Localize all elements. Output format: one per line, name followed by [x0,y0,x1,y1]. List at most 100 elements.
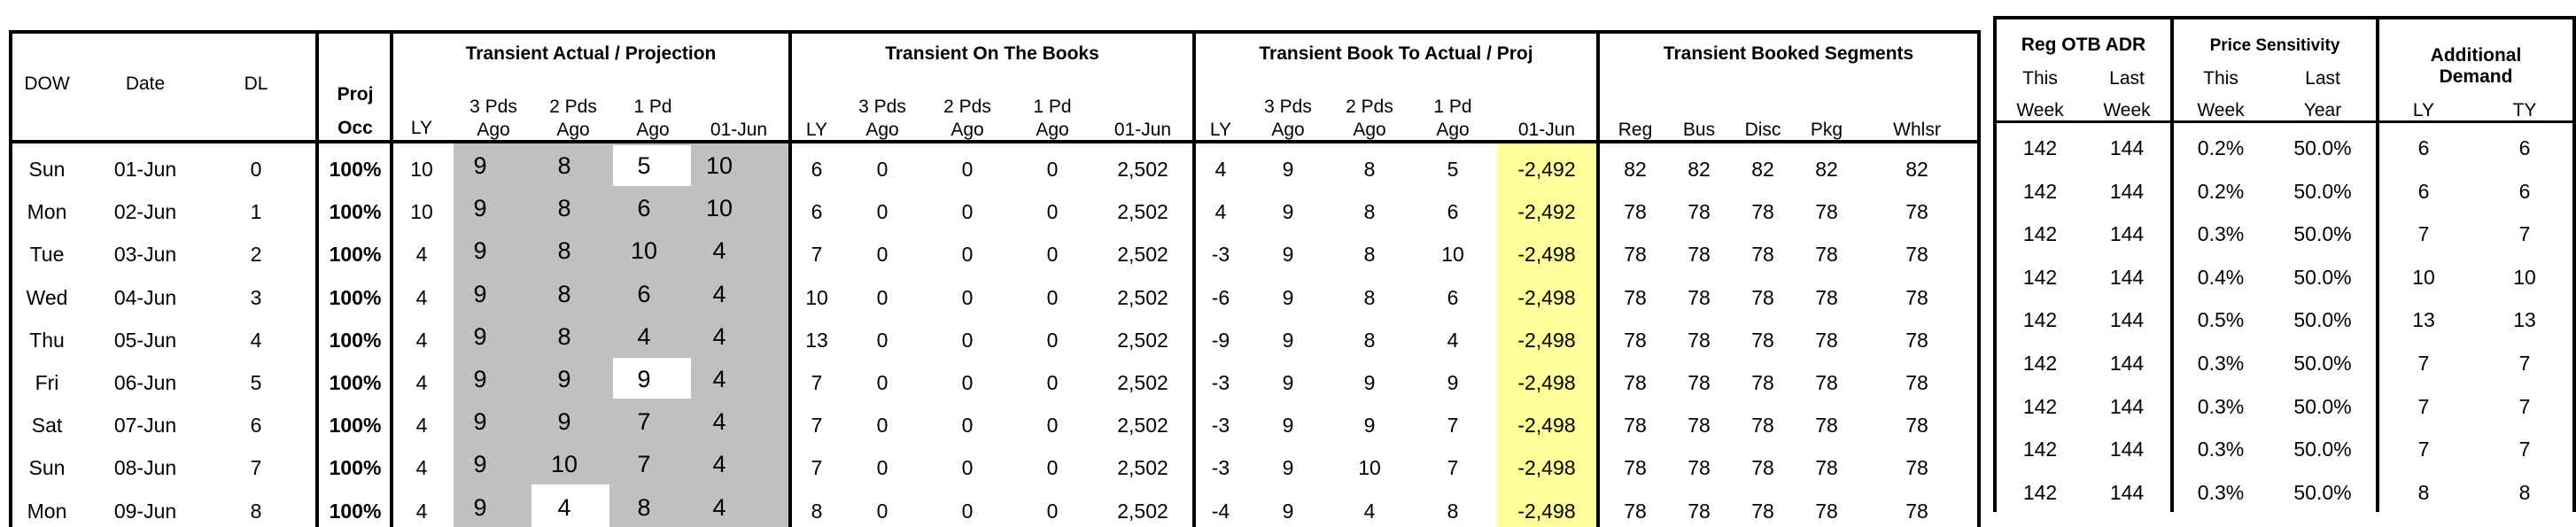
cell-ad-0: 13 [2412,308,2435,331]
actual-hdr-3pds-ago: Ago [477,120,510,140]
cell-actual-1: 9 [473,366,487,392]
cell-seg-3: 78 [1815,200,1838,223]
cell-adr-1: 144 [2109,352,2145,375]
col-header-dl: DL [244,74,268,94]
cell-otb-2: 0 [961,200,974,223]
cell-seg-0: 78 [1624,286,1647,309]
cell-seg-1: 78 [1688,243,1711,266]
cell-bta-3: 5 [1447,158,1459,181]
seg-hdr-reg: Reg [1618,120,1653,140]
cell-actual-4: 4 [712,451,726,477]
cell-otb-2: 0 [961,158,974,181]
cell-seg-3: 82 [1815,158,1838,181]
cell-seg-1: 78 [1688,200,1711,223]
cell-adr-1: 144 [2109,308,2145,331]
cell-bta-3: 8 [1447,500,1459,523]
cell-seg-3: 78 [1815,414,1838,437]
top-border [9,30,1981,34]
cell-bta-4: -2,498 [1517,500,1576,523]
cell-seg-0: 78 [1624,200,1647,223]
cell-bta-1: 9 [1282,456,1294,479]
cell-date: 06-Jun [113,371,177,394]
cell-bta-1: 9 [1282,414,1294,437]
cell-otb-3: 0 [1046,329,1059,352]
bta-hdr-3pds: 3 Pds [1264,97,1312,117]
cell-bta-2: 10 [1358,456,1381,479]
col-header-dow: DOW [24,74,70,94]
cell-dow: Sun [28,456,66,479]
cell-ad-0: 6 [2417,136,2430,159]
cell-date: 05-Jun [113,329,177,352]
cell-otb-3: 0 [1046,286,1059,309]
cell-actual-3: 9 [637,366,651,392]
actual-hdr-1pd: 1 Pd [633,97,672,117]
section-book-to-actual: Transient Book To Actual / Proj [1259,43,1533,64]
cell-ps-0: 0.5% [2197,308,2245,331]
cell-adr-1: 144 [2109,395,2145,418]
cell-ps-0: 0.2% [2197,136,2245,159]
cell-dl: 7 [250,456,262,479]
cell-actual-2: 10 [550,451,578,477]
cell-actual-3: 10 [630,237,658,264]
cell-seg-0: 78 [1624,371,1647,394]
cell-otb-4: 2,502 [1117,243,1168,266]
cell-actual-0: 10 [410,200,433,223]
cell-otb-2: 0 [961,243,974,266]
actual-hdr-ly: LY [410,118,433,138]
ps-hdr-week: Week [2197,100,2245,120]
cell-ad-0: 7 [2417,438,2430,461]
cell-dow: Sun [28,158,66,181]
cell-actual-3: 7 [637,451,651,477]
cell-adr-0: 142 [2022,481,2058,504]
cell-otb-4: 2,502 [1117,371,1168,394]
divider-occ-left [315,30,319,527]
cell-bta-4: -2,498 [1517,329,1576,352]
cell-ad-1: 7 [2518,395,2531,418]
cell-ps-0: 0.3% [2197,222,2245,245]
cell-seg-4: 78 [1905,414,1928,437]
cell-dl: 2 [250,243,262,266]
cell-otb-2: 0 [961,329,974,352]
cell-seg-1: 78 [1688,329,1711,352]
col-header-occ: Occ [338,118,373,138]
cell-ps-1: 50.0% [2293,395,2352,418]
cell-dl: 6 [250,414,262,437]
cell-seg-3: 78 [1815,329,1838,352]
cell-adr-0: 142 [2022,395,2058,418]
cell-dow: Fri [35,371,59,394]
cell-seg-1: 78 [1688,500,1711,523]
cell-actual-1: 9 [473,281,487,307]
cell-otb-3: 0 [1046,200,1059,223]
ps-hdr-last: Last [2305,68,2340,89]
cell-seg-2: 78 [1751,200,1774,223]
cell-adr-0: 142 [2022,222,2058,245]
cell-ad-0: 6 [2417,180,2430,203]
cell-otb-3: 0 [1046,371,1059,394]
cell-actual-2: 9 [557,408,571,435]
cell-ad-1: 10 [2513,266,2536,289]
cell-seg-4: 78 [1905,500,1928,523]
cell-ad-0: 7 [2417,352,2430,375]
cell-adr-0: 142 [2022,180,2058,203]
divider-otb-right [1192,30,1196,527]
cell-actual-3: 4 [637,323,651,350]
section-on-the-books: Transient On The Books [885,43,1099,64]
seg-hdr-disc: Disc [1744,120,1781,140]
cell-otb-4: 2,502 [1117,329,1168,352]
cell-ad-1: 8 [2518,481,2531,504]
cell-dow: Mon [27,500,67,523]
cell-seg-0: 78 [1624,500,1647,523]
cell-seg-3: 78 [1815,243,1838,266]
cell-ad-1: 13 [2513,308,2536,331]
cell-ad-1: 7 [2518,438,2531,461]
cell-actual-4: 4 [712,323,726,350]
cell-dl: 3 [250,286,262,309]
cell-actual-4: 4 [712,494,726,521]
cell-bta-0: -3 [1211,243,1230,266]
cell-actual-0: 4 [415,371,428,394]
cell-date: 09-Jun [113,500,177,523]
cell-actual-0: 10 [410,158,433,181]
cell-actual-1: 9 [473,195,487,221]
cell-bta-1: 9 [1282,158,1294,181]
cell-otb-0: 7 [811,456,823,479]
